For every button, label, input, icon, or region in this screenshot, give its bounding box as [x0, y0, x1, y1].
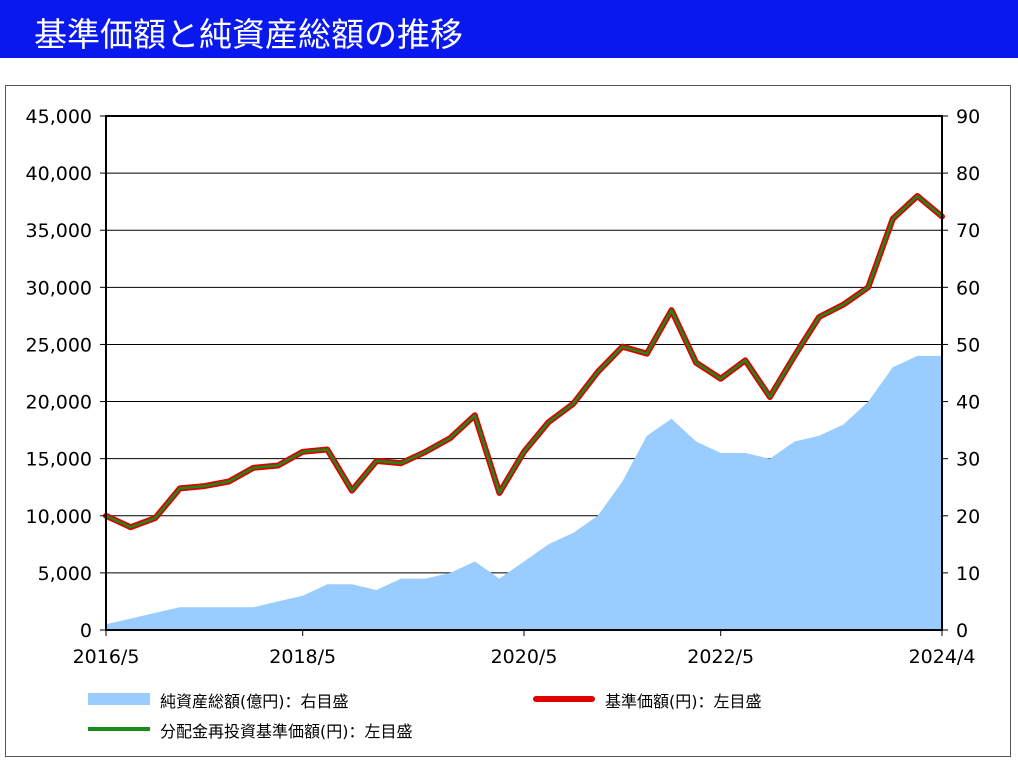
y-right-tick-label: 10: [956, 563, 980, 585]
legend-label-nav: 基準価額(円)：左目盛: [605, 692, 762, 711]
x-tick-label: 2018/5: [269, 646, 336, 668]
y-right-tick-label: 0: [956, 620, 968, 642]
legend-label-reinvest: 分配金再投資基準価額(円)：左目盛: [160, 722, 413, 741]
y-left-tick-label: 0: [80, 620, 92, 642]
y-right-tick-label: 40: [956, 392, 980, 414]
legend-swatch-reinvest: [88, 727, 150, 731]
legend-swatch-nav: [533, 696, 595, 702]
y-right-tick-label: 30: [956, 449, 980, 471]
y-right-tick-label: 90: [956, 106, 980, 128]
y-left-tick-label: 25,000: [26, 334, 92, 356]
y-right-tick-label: 80: [956, 163, 980, 185]
x-tick-label: 2022/5: [687, 646, 754, 668]
y-left-tick-label: 20,000: [26, 392, 92, 414]
y-right-tick-label: 60: [956, 277, 980, 299]
x-tick-label: 2020/5: [491, 646, 558, 668]
y-left-tick-label: 5,000: [38, 563, 92, 585]
y-left-tick-label: 10,000: [26, 506, 92, 528]
y-left-tick-label: 45,000: [26, 106, 92, 128]
y-right-tick-label: 70: [956, 220, 980, 242]
x-tick-label: 2016/5: [73, 646, 140, 668]
y-left-tick-label: 30,000: [26, 277, 92, 299]
y-left-tick-label: 40,000: [26, 163, 92, 185]
legend-label-assets: 純資産総額(億円)：右目盛: [160, 692, 349, 711]
x-tick-label: 2024/4: [909, 646, 976, 668]
header-bar: 基準価額と純資産総額の推移: [0, 0, 1018, 58]
net-assets-area: [106, 355, 942, 630]
y-right-tick-label: 20: [956, 506, 980, 528]
price-and-assets-chart: 0 0 5,000 10 10,000 20 15,000 30 20,000 40 25,000 5…: [26, 106, 981, 668]
page-title: 基準価額と純資産総額の推移: [34, 15, 463, 54]
reinvest-nav-line: [104, 194, 944, 529]
legend-swatch-assets: [88, 693, 150, 705]
y-right-tick-label: 50: [956, 334, 980, 356]
y-left-tick-label: 35,000: [26, 220, 92, 242]
chart-frame: 0 0 5,000 10 10,000 20 15,000 30 20,000 40 25,000 5…: [5, 85, 1011, 757]
y-left-tick-label: 15,000: [26, 449, 92, 471]
